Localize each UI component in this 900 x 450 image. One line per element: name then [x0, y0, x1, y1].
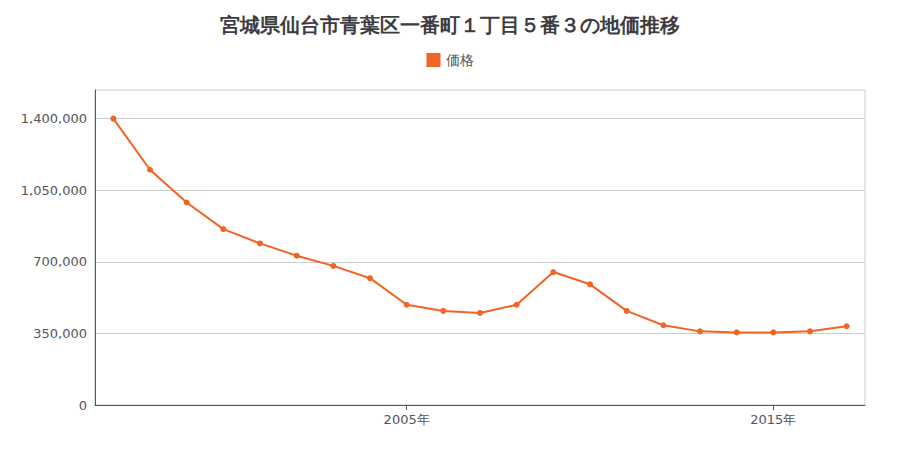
svg-text:350,000: 350,000 — [33, 326, 87, 341]
svg-text:1,050,000: 1,050,000 — [21, 183, 87, 198]
svg-text:価格: 価格 — [446, 52, 474, 68]
svg-text:2015年: 2015年 — [750, 412, 796, 427]
svg-text:2005年: 2005年 — [384, 412, 430, 427]
svg-text:宮城県仙台市青葉区一番町１丁目５番３の地価推移: 宮城県仙台市青葉区一番町１丁目５番３の地価推移 — [220, 13, 680, 37]
svg-text:1,400,000: 1,400,000 — [21, 111, 87, 126]
svg-text:0: 0 — [79, 398, 87, 413]
svg-text:700,000: 700,000 — [33, 254, 87, 269]
